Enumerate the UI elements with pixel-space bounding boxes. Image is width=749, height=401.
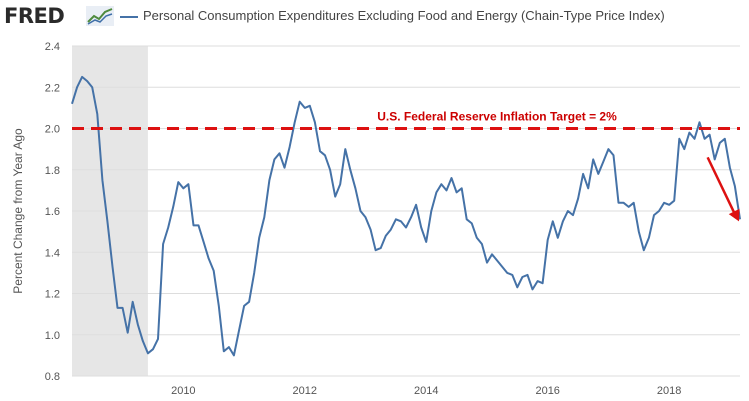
y-tick-label: 1.6	[45, 206, 60, 218]
y-tick-label: 1.0	[45, 330, 60, 342]
y-tick-label: 0.8	[45, 371, 60, 383]
y-tick-label: 2.4	[45, 41, 60, 53]
x-tick-label: 2018	[657, 385, 681, 397]
target-label: U.S. Federal Reserve Inflation Target = …	[377, 110, 617, 124]
chart-plot: 0.8 1.0 1.2 1.4 1.6 1.8 2.0 2.2 2.4 2010 2012 2014 2…	[0, 0, 749, 401]
y-tick-label: 1.2	[45, 289, 60, 301]
x-tick-label: 2014	[414, 385, 438, 397]
y-tick-label: 1.8	[45, 165, 60, 177]
y-tick-label: 1.4	[45, 247, 60, 259]
y-axis-label: Percent Change from Year Ago	[11, 128, 25, 294]
x-tick-label: 2012	[293, 385, 317, 397]
x-tick-label: 2010	[171, 385, 195, 397]
y-tick-label: 2.2	[45, 82, 60, 94]
y-tick-label: 2.0	[45, 124, 60, 136]
x-tick-label: 2016	[535, 385, 559, 397]
